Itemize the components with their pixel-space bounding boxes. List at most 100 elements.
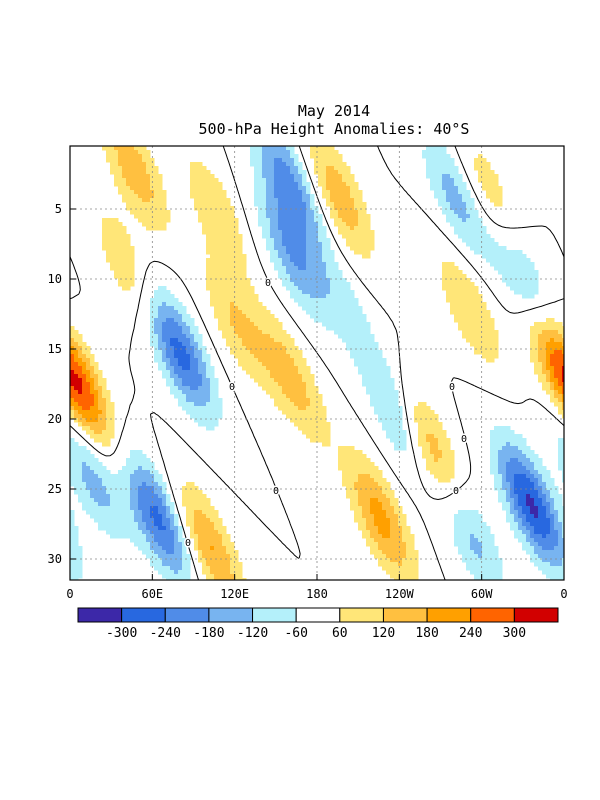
anomaly-cell <box>290 258 295 263</box>
anomaly-cell <box>142 454 147 459</box>
anomaly-cell <box>562 438 564 443</box>
anomaly-cell <box>406 530 411 535</box>
anomaly-cell <box>126 530 131 535</box>
anomaly-cell <box>534 334 539 339</box>
anomaly-cell <box>278 358 283 363</box>
anomaly-cell <box>406 542 411 547</box>
anomaly-cell <box>546 386 551 391</box>
anomaly-cell <box>254 202 259 207</box>
anomaly-cell <box>158 366 163 371</box>
anomaly-cell <box>362 354 367 359</box>
anomaly-cell <box>262 226 267 231</box>
anomaly-cell <box>298 234 303 239</box>
anomaly-cell <box>310 198 315 203</box>
anomaly-cell <box>254 350 259 355</box>
anomaly-cell <box>550 366 555 371</box>
anomaly-cell <box>486 322 491 327</box>
anomaly-cell <box>258 198 263 203</box>
anomaly-cell <box>230 286 235 291</box>
anomaly-cell <box>222 310 227 315</box>
anomaly-cell <box>90 470 95 475</box>
anomaly-cell <box>514 502 519 507</box>
anomaly-cell <box>258 358 263 363</box>
anomaly-cell <box>98 430 103 435</box>
anomaly-cell <box>342 458 347 463</box>
anomaly-cell <box>230 322 235 327</box>
anomaly-cell <box>546 522 551 527</box>
anomaly-cell <box>542 338 547 343</box>
anomaly-cell <box>462 182 467 187</box>
anomaly-cell <box>210 254 215 259</box>
anomaly-cell <box>142 502 147 507</box>
anomaly-cell <box>198 394 203 399</box>
anomaly-cell <box>530 290 535 295</box>
anomaly-cell <box>538 506 543 511</box>
anomaly-cell <box>186 358 191 363</box>
anomaly-cell <box>278 346 283 351</box>
anomaly-cell <box>126 166 131 171</box>
anomaly-cell <box>178 402 183 407</box>
anomaly-cell <box>190 354 195 359</box>
anomaly-cell <box>166 522 171 527</box>
anomaly-cell <box>202 414 207 419</box>
anomaly-cell <box>274 254 279 259</box>
anomaly-cell <box>518 494 523 499</box>
anomaly-cell <box>290 178 295 183</box>
anomaly-cell <box>338 454 343 459</box>
anomaly-cell <box>122 286 127 291</box>
anomaly-cell <box>114 502 119 507</box>
anomaly-cell <box>530 510 535 515</box>
anomaly-cell <box>106 430 111 435</box>
anomaly-cell <box>538 502 543 507</box>
anomaly-cell <box>266 210 271 215</box>
anomaly-cell <box>262 322 267 327</box>
anomaly-cell <box>70 538 75 543</box>
anomaly-cell <box>94 402 99 407</box>
anomaly-cell <box>218 186 223 191</box>
anomaly-cell <box>230 234 235 239</box>
anomaly-cell <box>206 538 211 543</box>
anomaly-cell <box>354 234 359 239</box>
anomaly-cell <box>266 174 271 179</box>
anomaly-cell <box>462 298 467 303</box>
anomaly-cell <box>286 286 291 291</box>
anomaly-cell <box>358 238 363 243</box>
anomaly-cell <box>290 338 295 343</box>
anomaly-cell <box>218 306 223 311</box>
anomaly-cell <box>278 202 283 207</box>
anomaly-cell <box>130 262 135 267</box>
anomaly-cell <box>182 390 187 395</box>
anomaly-cell <box>294 354 299 359</box>
anomaly-cell <box>118 174 123 179</box>
anomaly-cell <box>498 490 503 495</box>
anomaly-cell <box>374 406 379 411</box>
anomaly-cell <box>94 390 99 395</box>
anomaly-cell <box>558 338 563 343</box>
anomaly-cell <box>322 434 327 439</box>
anomaly-cell <box>122 190 127 195</box>
anomaly-cell <box>534 354 539 359</box>
anomaly-cell <box>206 198 211 203</box>
anomaly-cell <box>378 474 383 479</box>
anomaly-cell <box>486 538 491 543</box>
anomaly-cell <box>398 410 403 415</box>
anomaly-cell <box>202 362 207 367</box>
anomaly-cell <box>238 258 243 263</box>
anomaly-cell <box>294 238 299 243</box>
anomaly-cell <box>206 186 211 191</box>
anomaly-cell <box>378 402 383 407</box>
anomaly-cell <box>250 342 255 347</box>
anomaly-cell <box>202 394 207 399</box>
anomaly-cell <box>550 510 555 515</box>
anomaly-cell <box>278 170 283 175</box>
anomaly-cell <box>562 454 564 459</box>
anomaly-cell <box>382 402 387 407</box>
anomaly-cell <box>106 218 111 223</box>
anomaly-cell <box>250 322 255 327</box>
anomaly-cell <box>346 346 351 351</box>
anomaly-cell <box>78 350 83 355</box>
anomaly-cell <box>278 270 283 275</box>
anomaly-cell <box>190 374 195 379</box>
anomaly-cell <box>546 358 551 363</box>
anomaly-cell <box>274 206 279 211</box>
